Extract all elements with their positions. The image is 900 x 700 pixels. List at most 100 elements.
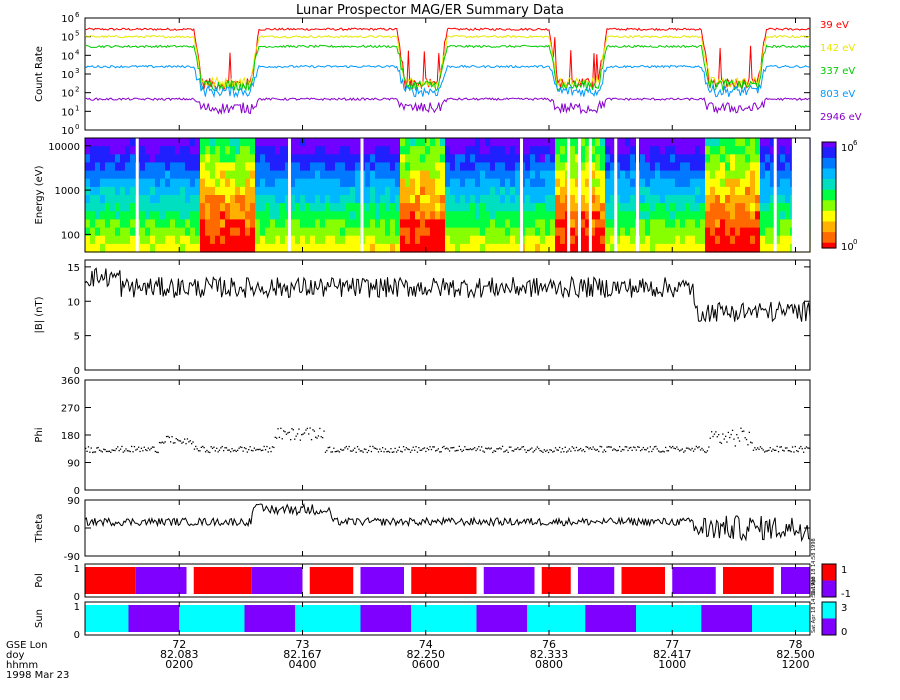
spectrogram-cell bbox=[90, 162, 96, 171]
spectrogram-cell bbox=[330, 187, 336, 196]
phi-point bbox=[351, 451, 352, 452]
spectrogram-cell bbox=[730, 203, 736, 212]
spectrogram-cell bbox=[510, 179, 516, 188]
phi-point bbox=[570, 451, 571, 452]
spectrogram-cell bbox=[510, 228, 516, 237]
spectrogram-cell bbox=[400, 228, 406, 237]
spectrogram-cell bbox=[330, 179, 336, 188]
phi-point bbox=[149, 449, 150, 450]
spectrogram-cell bbox=[485, 195, 491, 204]
spectrogram-cell bbox=[370, 154, 376, 163]
spectrogram-cell bbox=[595, 187, 601, 196]
spectrogram-cell bbox=[640, 195, 646, 204]
phi-point bbox=[703, 449, 704, 450]
phi-point bbox=[397, 450, 398, 451]
polarity-segments bbox=[85, 567, 810, 594]
spectrogram-cell bbox=[530, 171, 536, 180]
spectrogram-cell bbox=[400, 154, 406, 163]
spectrogram-cell bbox=[305, 236, 311, 245]
spectrogram-cell bbox=[330, 171, 336, 180]
phi-point bbox=[109, 451, 110, 452]
spectrogram-cell bbox=[720, 179, 726, 188]
spectrogram-cell bbox=[740, 162, 746, 171]
spectrogram-cell bbox=[345, 154, 351, 163]
spectrogram-cell bbox=[490, 187, 496, 196]
spectrogram-cell bbox=[165, 244, 171, 253]
spectrogram-cell bbox=[205, 162, 211, 171]
spectrogram-cell bbox=[240, 219, 246, 228]
phi-point bbox=[340, 449, 341, 450]
spectrogram-cell bbox=[325, 203, 331, 212]
spectrogram-cell bbox=[145, 211, 151, 220]
spectrogram-cell bbox=[125, 187, 131, 196]
spectrogram-cell bbox=[455, 162, 461, 171]
phi-point bbox=[778, 451, 779, 452]
spectrogram-cell bbox=[465, 187, 471, 196]
phi-point bbox=[420, 450, 421, 451]
spectrogram-cell bbox=[560, 138, 566, 147]
spectrogram-cell bbox=[200, 138, 206, 147]
spectrogram-cell bbox=[385, 171, 391, 180]
phi-point bbox=[445, 448, 446, 449]
spectrogram-cell bbox=[675, 138, 681, 147]
spectrogram-cell bbox=[675, 203, 681, 212]
spectrogram-cell bbox=[690, 236, 696, 245]
spectrogram-cell bbox=[305, 219, 311, 228]
spectrogram-cell bbox=[375, 179, 381, 188]
spectrogram-cell bbox=[455, 211, 461, 220]
spectrogram-cell bbox=[350, 211, 356, 220]
phi-point bbox=[276, 438, 277, 439]
spectrogram-cell bbox=[550, 171, 556, 180]
phi-point bbox=[784, 450, 785, 451]
phi-point bbox=[181, 443, 182, 444]
spectrogram-cell bbox=[785, 146, 791, 155]
phi-point bbox=[569, 448, 570, 449]
spectrogram-cell bbox=[540, 228, 546, 237]
spectrogram-cell bbox=[110, 138, 116, 147]
spectrogram-cell bbox=[625, 211, 631, 220]
x-tick-hhmm: 0200 bbox=[165, 658, 193, 671]
colorbar-min-base: 10 bbox=[841, 242, 854, 253]
spectrogram-cell bbox=[645, 219, 651, 228]
spectrogram-cell bbox=[200, 171, 206, 180]
phi-point bbox=[708, 446, 709, 447]
spectrogram-cell bbox=[535, 179, 541, 188]
spectrogram-cell bbox=[470, 171, 476, 180]
phi-point bbox=[191, 443, 192, 444]
phi-point bbox=[155, 451, 156, 452]
spectrogram-cell bbox=[350, 228, 356, 237]
phi-point bbox=[199, 450, 200, 451]
spectrogram-cell bbox=[435, 195, 441, 204]
spectrogram-cell bbox=[765, 154, 771, 163]
phi-point bbox=[268, 451, 269, 452]
spectrogram-cell bbox=[500, 219, 506, 228]
phi-point bbox=[637, 446, 638, 447]
spectrogram-cell bbox=[345, 138, 351, 147]
spectrogram-cell bbox=[535, 236, 541, 245]
phi-point bbox=[566, 451, 567, 452]
phi-point bbox=[574, 450, 575, 451]
spectrogram-cell bbox=[340, 162, 346, 171]
spectrogram-cell bbox=[550, 138, 556, 147]
phi-point bbox=[139, 451, 140, 452]
phi-point bbox=[757, 447, 758, 448]
phi-ytick-label: 360 bbox=[61, 376, 80, 387]
phi-point bbox=[95, 451, 96, 452]
spectrogram-cell bbox=[720, 154, 726, 163]
spectrogram-cell bbox=[200, 211, 206, 220]
spectrogram-cell bbox=[420, 187, 426, 196]
spectrogram-cell bbox=[260, 228, 266, 237]
phi-point bbox=[184, 439, 185, 440]
spectrogram-cell bbox=[480, 244, 486, 253]
spectrogram-cell bbox=[150, 138, 156, 147]
spectrogram-cell bbox=[330, 236, 336, 245]
count-rate-ytick-exp: 0 bbox=[75, 123, 79, 131]
phi-point bbox=[464, 446, 465, 447]
phi-point bbox=[198, 450, 199, 451]
spectrogram-cell bbox=[570, 244, 576, 253]
spectrogram-cell bbox=[110, 228, 116, 237]
sun-segment bbox=[701, 605, 752, 632]
spectrogram-cell bbox=[440, 146, 446, 155]
phi-point bbox=[273, 447, 274, 448]
phi-point bbox=[326, 450, 327, 451]
